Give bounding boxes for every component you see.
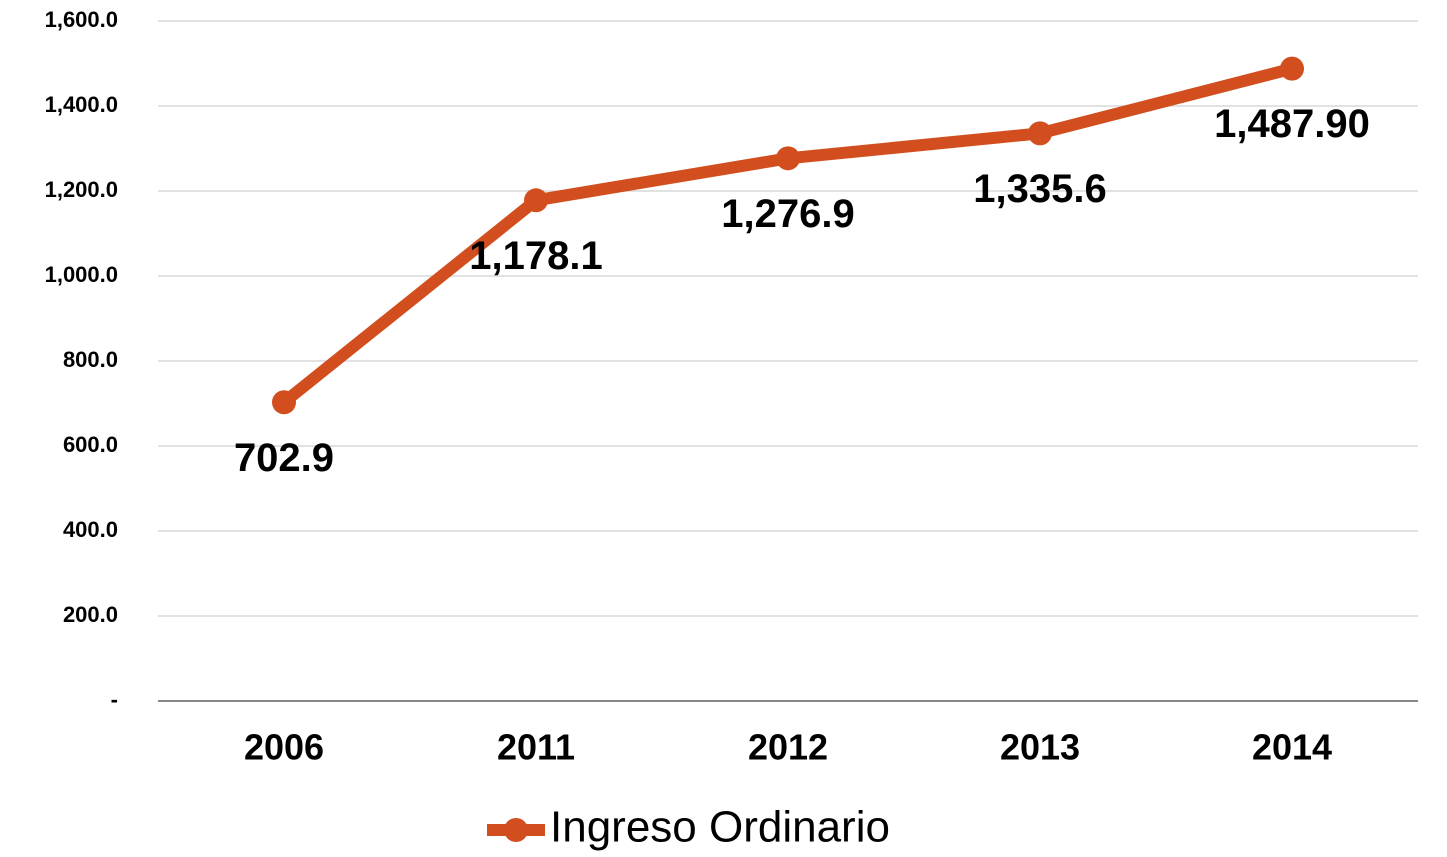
- y-tick-label: -: [111, 687, 118, 712]
- data-label: 1,276.9: [721, 192, 854, 236]
- marker: [1028, 121, 1052, 146]
- y-tick-label: 800.0: [63, 347, 118, 372]
- x-tick-label: 2006: [244, 727, 324, 768]
- y-tick-label: 1,000.0: [45, 262, 118, 287]
- x-tick-label: 2011: [497, 727, 575, 768]
- data-label: 1,335.6: [973, 167, 1106, 211]
- marker: [776, 146, 800, 171]
- y-tick-label: 600.0: [63, 432, 118, 457]
- x-tick-label: 2013: [1000, 727, 1080, 768]
- legend-label: Ingreso Ordinario: [550, 803, 890, 852]
- y-tick-label: 400.0: [63, 517, 118, 542]
- marker: [272, 390, 296, 415]
- legend-marker: [504, 818, 528, 842]
- y-tick-label: 1,600.0: [45, 7, 118, 32]
- y-tick-label: 1,400.0: [45, 92, 118, 117]
- y-tick-label: 1,200.0: [45, 177, 118, 202]
- x-tick-label: 2012: [748, 727, 828, 768]
- data-label: 1,178.1: [469, 234, 602, 278]
- data-label: 1,487.90: [1214, 102, 1370, 146]
- x-tick-label: 2014: [1252, 727, 1332, 768]
- marker: [524, 188, 548, 213]
- y-tick-label: 200.0: [63, 602, 118, 627]
- data-label: 702.9: [234, 436, 334, 480]
- marker: [1280, 56, 1304, 81]
